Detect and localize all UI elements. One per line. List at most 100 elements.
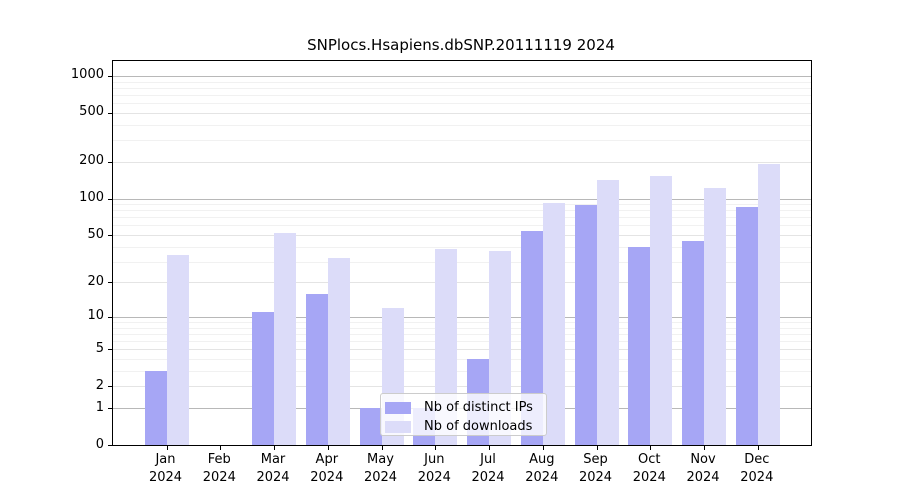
x-axis-tick-may <box>381 446 383 450</box>
bar-downloads-aug <box>542 202 565 445</box>
bar-downloads-apr <box>327 258 350 445</box>
bar-ips-jan <box>144 370 167 445</box>
x-tick-label-jul: Jul 2024 <box>471 452 505 485</box>
gridline-20 <box>113 282 811 284</box>
y-tick-label-1: 1 <box>95 399 104 415</box>
y-axis-tick-0 <box>108 445 112 446</box>
bar-downloads-jan <box>166 255 189 445</box>
y-axis-tick-200 <box>108 161 112 163</box>
legend: Nb of distinct IPs Nb of downloads <box>380 393 547 436</box>
y-tick-label-20: 20 <box>87 273 104 289</box>
gridline-8 <box>113 327 811 329</box>
x-tick-label-jan: Jan 2024 <box>148 452 183 485</box>
gridline-900 <box>113 81 811 83</box>
y-tick-label-500: 500 <box>79 104 104 120</box>
gridline-3 <box>113 370 811 372</box>
x-axis-tick-nov <box>704 446 705 450</box>
x-axis-tick-jun <box>435 446 437 450</box>
x-tick-label-nov: Nov 2024 <box>686 452 720 485</box>
x-axis-tick-jan <box>166 446 168 450</box>
bar-ips-aug <box>520 230 543 445</box>
gridline-4 <box>113 359 811 360</box>
gridline-600 <box>113 103 811 105</box>
bar-ips-nov <box>682 240 704 445</box>
x-axis-tick-jul <box>489 446 490 450</box>
y-tick-label-2: 2 <box>95 377 104 393</box>
y-axis-tick-1000 <box>108 75 112 77</box>
x-tick-label-apr: Apr 2024 <box>310 452 344 485</box>
gridline-80 <box>113 210 811 212</box>
bar-ips-apr <box>305 293 328 445</box>
x-tick-label-oct: Oct 2024 <box>632 452 666 485</box>
x-tick-label-feb: Feb 2024 <box>202 452 236 485</box>
bar-downloads-dec <box>757 164 780 445</box>
bar-ips-oct <box>628 246 651 445</box>
gridline-400 <box>113 124 811 126</box>
y-tick-label-1000: 1000 <box>70 67 104 83</box>
gridline-500 <box>113 112 811 114</box>
y-axis-tick-5 <box>108 349 112 351</box>
bar-ips-mar <box>252 312 274 445</box>
y-axis-tick-20 <box>108 282 112 284</box>
y-tick-label-0: 0 <box>95 436 104 452</box>
y-axis-tick-100 <box>108 198 112 200</box>
x-axis-tick-aug <box>542 446 544 450</box>
y-axis-tick-1 <box>108 408 112 409</box>
gridline-10 <box>113 316 811 318</box>
gridline-30 <box>113 261 811 263</box>
bar-ips-dec <box>735 207 758 445</box>
gridline-700 <box>113 95 811 96</box>
legend-label-downloads: Nb of downloads <box>424 419 533 434</box>
gridline-5 <box>113 349 811 351</box>
y-tick-label-5: 5 <box>95 340 104 356</box>
bar-downloads-nov <box>704 187 726 445</box>
x-tick-label-may: May 2024 <box>363 452 398 485</box>
y-axis-tick-50 <box>108 235 112 236</box>
y-tick-label-50: 50 <box>87 226 104 242</box>
x-axis-tick-mar <box>274 446 275 450</box>
x-tick-label-sep: Sep 2024 <box>578 452 613 485</box>
x-axis-tick-feb <box>220 446 222 450</box>
y-tick-label-10: 10 <box>87 308 104 324</box>
gridline-200 <box>113 161 811 163</box>
gridline-40 <box>113 246 811 248</box>
gridline-7 <box>113 333 811 335</box>
y-tick-label-100: 100 <box>79 190 104 205</box>
x-axis-tick-apr <box>327 446 329 450</box>
gridline-90 <box>113 204 811 205</box>
bar-downloads-oct <box>650 175 673 445</box>
x-tick-label-dec: Dec 2024 <box>740 452 774 485</box>
legend-item-distinct-ips: Nb of distinct IPs <box>385 398 546 417</box>
legend-swatch-distinct-ips <box>385 401 411 414</box>
gridline-60 <box>113 225 811 227</box>
gridline-6 <box>113 341 811 343</box>
x-tick-label-jun: Jun 2024 <box>417 452 451 485</box>
gridline-9 <box>113 322 811 323</box>
y-tick-label-200: 200 <box>79 153 104 169</box>
y-axis-tick-2 <box>108 386 112 388</box>
gridline-70 <box>113 217 811 219</box>
bar-ips-sep <box>574 205 597 445</box>
legend-item-downloads: Nb of downloads <box>385 417 546 436</box>
bar-ips-may <box>359 408 382 445</box>
x-axis-tick-oct <box>650 446 652 450</box>
plot-area: Nb of distinct IPs Nb of downloads <box>108 60 812 450</box>
y-axis-tick-500 <box>108 112 112 114</box>
gridline-800 <box>113 87 811 89</box>
gridline-100 <box>113 198 811 200</box>
gridline-2 <box>113 386 811 388</box>
legend-label-distinct-ips: Nb of distinct IPs <box>424 400 533 415</box>
bar-downloads-mar <box>274 232 296 445</box>
gridline-1000 <box>113 75 811 77</box>
bar-downloads-sep <box>596 180 619 445</box>
x-tick-label-mar: Mar 2024 <box>256 452 290 485</box>
x-axis-tick-dec <box>757 446 759 450</box>
chart-title: SNPlocs.Hsapiens.dbSNP.20111119 2024 <box>307 36 615 54</box>
x-tick-label-aug: Aug 2024 <box>525 452 559 485</box>
gridline-300 <box>113 140 811 142</box>
gridline-50 <box>113 235 811 236</box>
x-axis-tick-sep <box>596 446 598 450</box>
legend-swatch-downloads <box>385 420 411 433</box>
y-axis-tick-10 <box>108 316 112 318</box>
